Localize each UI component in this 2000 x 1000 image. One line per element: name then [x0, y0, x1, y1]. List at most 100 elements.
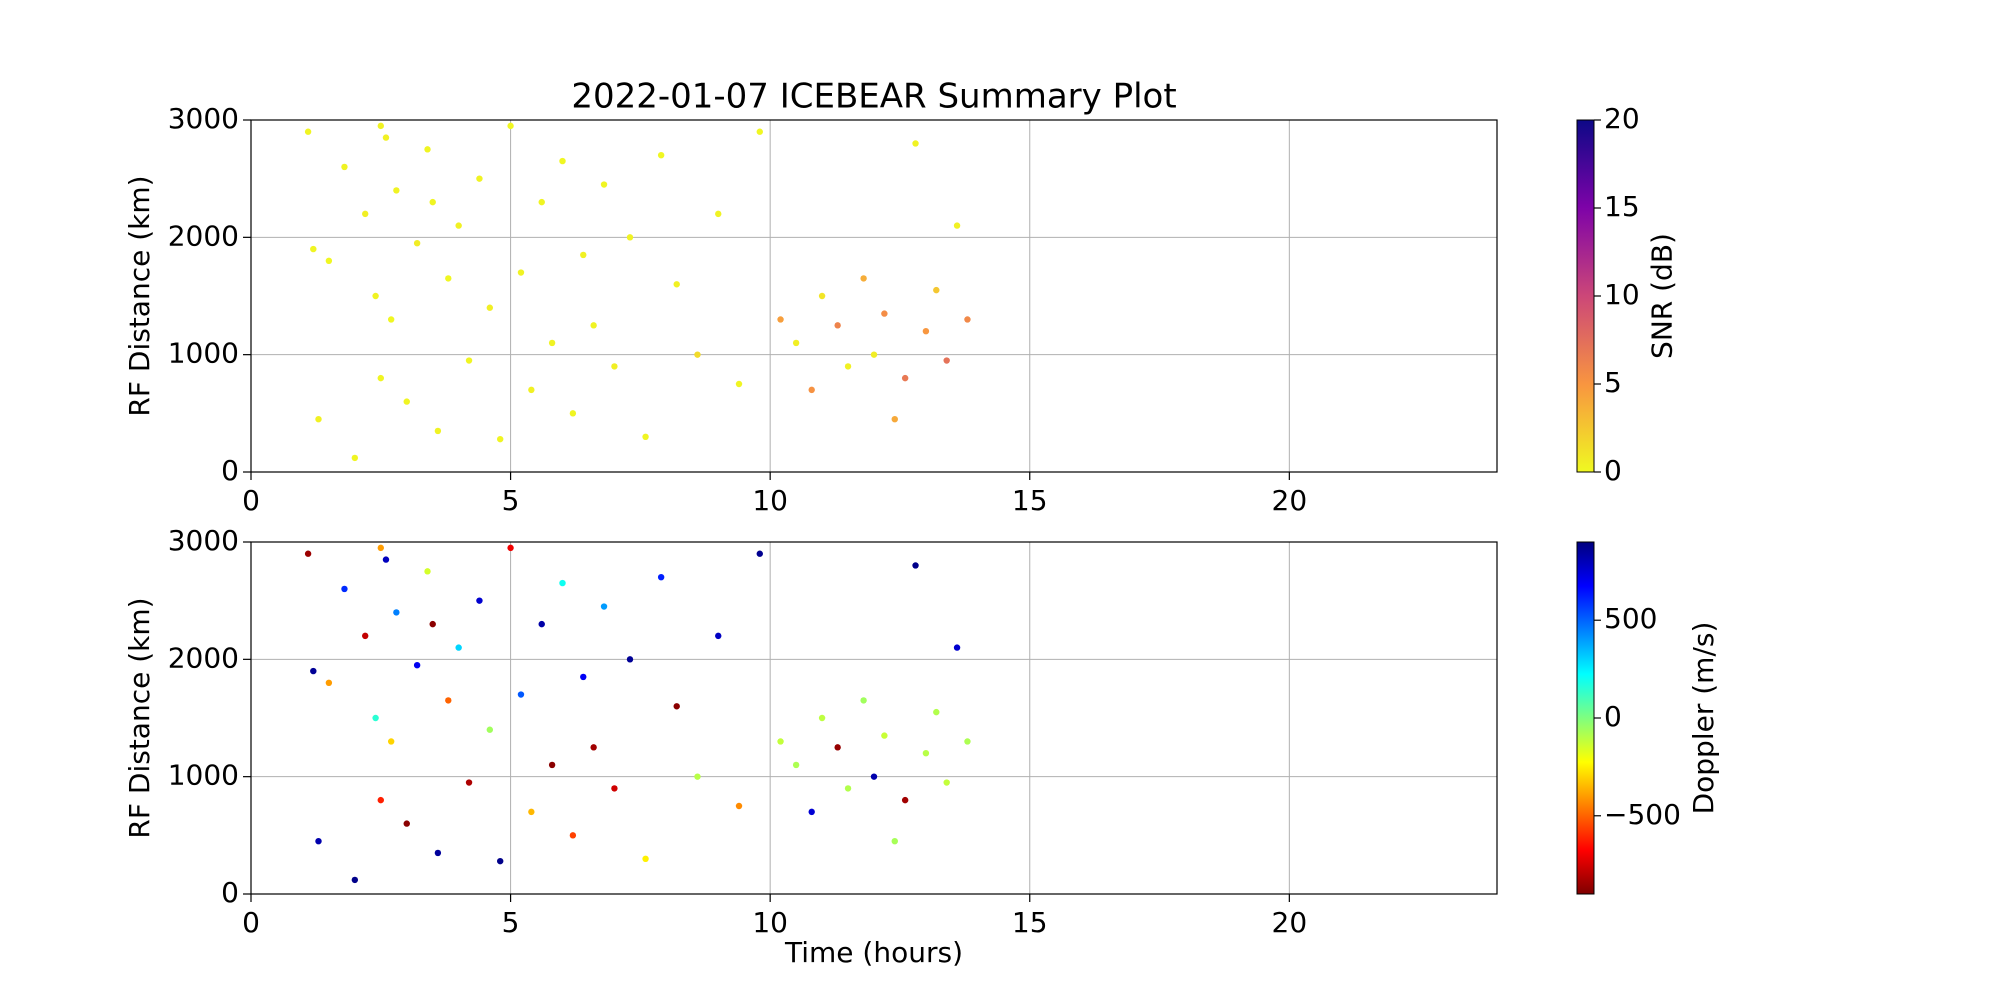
- scatter-point: [413, 662, 421, 669]
- scatter-point: [715, 632, 722, 640]
- scatter-point: [953, 644, 961, 651]
- scatter-point: [870, 351, 878, 358]
- scatter-point: [362, 632, 369, 640]
- scatter-point: [377, 544, 384, 552]
- scatter-point: [891, 416, 898, 423]
- scatter-point: [922, 328, 930, 335]
- scatter-point: [559, 579, 566, 587]
- scatter-point: [642, 855, 649, 862]
- x-tick-label: 20: [1272, 484, 1308, 517]
- scatter-point: [808, 808, 815, 816]
- scatter-point: [377, 122, 384, 130]
- y-tick-label: 0: [221, 876, 239, 909]
- scatter-point: [528, 808, 535, 816]
- scatter-point: [507, 544, 514, 552]
- scatter-point: [818, 714, 826, 722]
- scatter-point: [465, 779, 473, 786]
- scatter-point: [325, 257, 333, 264]
- colorbar-tick-label: 5: [1604, 366, 1622, 399]
- scatter-point: [325, 679, 333, 686]
- scatter-point: [559, 157, 566, 165]
- scatter-point: [834, 744, 841, 751]
- scatter-point: [372, 714, 379, 722]
- scatter-point: [351, 876, 359, 884]
- colorbar-tick-label: 0: [1604, 454, 1622, 487]
- scatter-point: [548, 339, 556, 347]
- y-tick-label: 0: [221, 454, 239, 487]
- chart-title: 2022-01-07 ICEBEAR Summary Plot: [571, 77, 1176, 117]
- colorbar-tick-label: 10: [1604, 278, 1640, 311]
- scatter-point: [351, 454, 359, 462]
- scatter-point: [590, 744, 597, 751]
- scatter-point: [953, 222, 961, 229]
- scatter-point: [943, 357, 950, 364]
- scatter-point: [304, 128, 312, 135]
- x-tick-label: 0: [242, 906, 260, 939]
- scatter-point: [538, 198, 545, 206]
- scatter-point: [465, 357, 473, 364]
- scatter-point: [756, 550, 763, 557]
- colorbar: [1576, 119, 1595, 473]
- colorbar-tick-label: 20: [1604, 102, 1640, 135]
- x-tick-label: 0: [242, 484, 260, 517]
- scatter-point: [341, 163, 348, 171]
- scatter-point: [642, 433, 649, 440]
- scatter-point: [673, 281, 680, 288]
- scatter-point: [387, 316, 395, 323]
- colorbar: [1576, 541, 1595, 895]
- scatter-point: [777, 316, 784, 323]
- scatter-point: [362, 210, 369, 218]
- scatter-point: [912, 562, 919, 569]
- scatter-point: [455, 222, 462, 229]
- scatter-point: [486, 726, 494, 733]
- x-tick-label: 20: [1272, 906, 1308, 939]
- scatter-point: [517, 691, 525, 698]
- scatter-point: [476, 175, 483, 182]
- scatter-point: [486, 304, 494, 311]
- scatter-point: [901, 374, 909, 382]
- scatter-point: [476, 597, 483, 604]
- scatter-point: [372, 292, 379, 300]
- scatter-point: [600, 603, 608, 610]
- scatter-point: [735, 802, 743, 810]
- scatter-point: [964, 316, 971, 323]
- scatter-point: [434, 849, 442, 857]
- scatter-point: [424, 146, 431, 153]
- scatter-point: [310, 245, 317, 253]
- y-tick-label: 2000: [168, 219, 239, 252]
- scatter-point: [382, 556, 390, 563]
- scatter-point: [792, 339, 800, 347]
- scatter-point: [377, 796, 384, 804]
- scatter-point: [413, 240, 421, 247]
- scatter-point: [315, 838, 322, 845]
- scatter-point: [715, 210, 722, 218]
- scatter-point: [735, 380, 743, 388]
- scatter-point: [445, 275, 452, 282]
- scatter-point: [912, 140, 919, 147]
- scatter-point: [657, 574, 665, 581]
- scatter-point: [580, 673, 587, 681]
- scatter-point: [881, 732, 888, 739]
- scatter-point: [341, 585, 348, 593]
- x-tick-label: 15: [1012, 484, 1048, 517]
- scatter-point: [922, 750, 930, 757]
- scatter-point: [528, 386, 535, 394]
- x-tick-label: 10: [752, 906, 788, 939]
- scatter-point: [548, 761, 556, 769]
- scatter-point: [673, 703, 680, 710]
- y-tick-label: 2000: [168, 641, 239, 674]
- x-tick-label: 5: [502, 906, 520, 939]
- scatter-point: [377, 374, 384, 382]
- axes-frame: [250, 119, 1498, 473]
- scatter-point: [569, 832, 577, 839]
- axes-frame: [250, 541, 1498, 895]
- scatter-point: [393, 609, 400, 616]
- y-axis-label: RF Distance (km): [123, 597, 156, 838]
- x-tick-label: 10: [752, 484, 788, 517]
- scatter-point: [964, 738, 971, 745]
- scatter-point: [387, 738, 395, 745]
- scatter-point: [580, 251, 587, 259]
- x-tick-label: 15: [1012, 906, 1048, 939]
- colorbar-tick-label: 500: [1604, 602, 1657, 635]
- scatter-point: [497, 857, 504, 865]
